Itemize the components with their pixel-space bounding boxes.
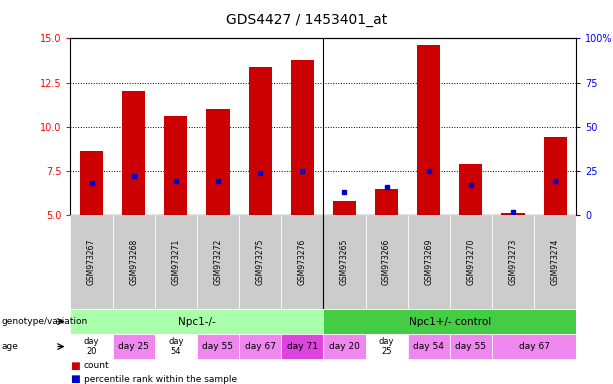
Text: day 71: day 71 xyxy=(287,342,318,351)
Bar xyxy=(375,189,398,215)
Bar xyxy=(492,215,534,309)
Text: ■: ■ xyxy=(70,361,80,371)
Text: genotype/variation: genotype/variation xyxy=(1,317,88,326)
Bar xyxy=(365,215,408,309)
Text: day 20: day 20 xyxy=(329,342,360,351)
Bar xyxy=(281,215,324,309)
Bar xyxy=(70,309,324,334)
Bar xyxy=(80,151,103,215)
Text: GSM973269: GSM973269 xyxy=(424,239,433,285)
Text: day
25: day 25 xyxy=(379,337,394,356)
Bar xyxy=(248,67,272,215)
Bar xyxy=(324,215,365,309)
Bar xyxy=(501,213,525,215)
Bar xyxy=(324,309,576,334)
Bar xyxy=(70,334,113,359)
Text: GSM973267: GSM973267 xyxy=(87,239,96,285)
Text: Npc1-/-: Npc1-/- xyxy=(178,316,216,327)
Bar xyxy=(197,215,239,309)
Text: day
54: day 54 xyxy=(168,337,184,356)
Bar xyxy=(164,116,188,215)
Text: GSM973272: GSM973272 xyxy=(213,239,223,285)
Bar xyxy=(450,215,492,309)
Text: day 55: day 55 xyxy=(455,342,486,351)
Text: GSM973271: GSM973271 xyxy=(172,239,180,285)
Bar xyxy=(408,215,450,309)
Text: count: count xyxy=(84,361,110,370)
Text: age: age xyxy=(1,342,18,351)
Text: GSM973276: GSM973276 xyxy=(298,239,306,285)
Bar xyxy=(459,164,482,215)
Bar xyxy=(113,334,154,359)
Text: GSM973268: GSM973268 xyxy=(129,239,138,285)
Bar xyxy=(197,334,239,359)
Text: GSM973270: GSM973270 xyxy=(466,239,475,285)
Text: GSM973273: GSM973273 xyxy=(509,239,517,285)
Bar xyxy=(207,109,230,215)
Bar xyxy=(239,215,281,309)
Bar xyxy=(113,215,154,309)
Bar xyxy=(291,60,314,215)
Text: GSM973275: GSM973275 xyxy=(256,239,265,285)
Bar xyxy=(365,334,408,359)
Bar xyxy=(122,91,145,215)
Text: ■: ■ xyxy=(70,374,80,384)
Text: GSM973265: GSM973265 xyxy=(340,239,349,285)
Bar xyxy=(450,334,492,359)
Text: percentile rank within the sample: percentile rank within the sample xyxy=(84,375,237,384)
Text: day 67: day 67 xyxy=(245,342,276,351)
Bar xyxy=(281,334,324,359)
Text: Npc1+/- control: Npc1+/- control xyxy=(409,316,491,327)
Bar xyxy=(534,215,576,309)
Text: GDS4427 / 1453401_at: GDS4427 / 1453401_at xyxy=(226,13,387,27)
Bar xyxy=(324,334,365,359)
Bar xyxy=(70,215,113,309)
Text: GSM973266: GSM973266 xyxy=(382,239,391,285)
Text: GSM973274: GSM973274 xyxy=(550,239,560,285)
Text: day 67: day 67 xyxy=(519,342,550,351)
Text: day 54: day 54 xyxy=(413,342,444,351)
Bar xyxy=(492,334,576,359)
Text: day 25: day 25 xyxy=(118,342,149,351)
Bar xyxy=(333,201,356,215)
Bar xyxy=(154,334,197,359)
Bar xyxy=(239,334,281,359)
Text: day
20: day 20 xyxy=(84,337,99,356)
Bar xyxy=(154,215,197,309)
Bar xyxy=(408,334,450,359)
Text: day 55: day 55 xyxy=(202,342,234,351)
Bar xyxy=(544,137,567,215)
Bar xyxy=(417,45,440,215)
